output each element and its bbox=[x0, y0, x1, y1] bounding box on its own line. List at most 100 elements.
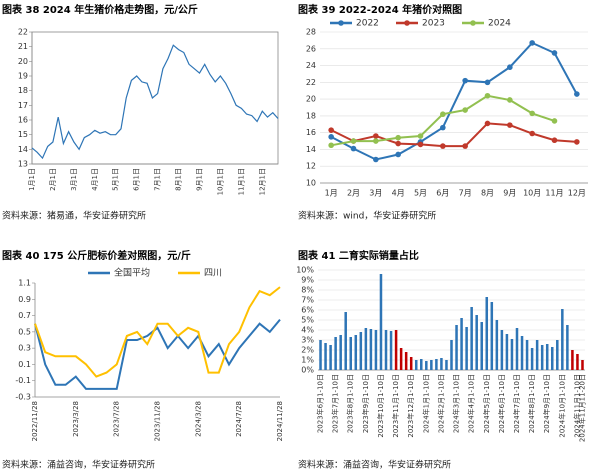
x-tick-label: 10月1日 bbox=[216, 168, 224, 195]
marker bbox=[507, 64, 513, 71]
legend-marker bbox=[338, 20, 344, 26]
x-tick-label: 2024年11月1-10日 bbox=[572, 374, 581, 438]
bar bbox=[556, 340, 559, 370]
y-tick-label: 22 bbox=[18, 28, 28, 37]
bar bbox=[475, 315, 478, 370]
x-tick-label: 11月 bbox=[545, 189, 563, 198]
bar bbox=[535, 340, 539, 370]
marker bbox=[529, 130, 535, 137]
x-tick-label: 3月 bbox=[369, 189, 382, 198]
y-tick-label: 13 bbox=[18, 160, 28, 169]
y-tick-label: 9% bbox=[301, 276, 314, 285]
bar bbox=[470, 307, 473, 370]
y-tick-label: 1% bbox=[301, 356, 314, 365]
legend-label: 2024 bbox=[488, 19, 511, 29]
marker bbox=[373, 133, 379, 139]
x-tick-label: 2023年8月1-10日 bbox=[346, 374, 355, 433]
marker bbox=[484, 92, 491, 99]
bar bbox=[404, 352, 408, 370]
bar bbox=[425, 361, 428, 370]
marker bbox=[551, 137, 558, 144]
x-tick-label: 2024/7/28 bbox=[235, 401, 243, 437]
y-tick-label: 17 bbox=[18, 101, 28, 110]
y-tick-label: 12 bbox=[306, 162, 316, 171]
chart-title: 图表 40 175 公斤肥标价差对照图，元/斤 bbox=[2, 249, 191, 262]
x-tick-label: 2024年5月1-10日 bbox=[482, 374, 491, 433]
x-tick-label: 8月1日 bbox=[175, 168, 183, 191]
bar bbox=[324, 343, 327, 370]
x-tick-label: 2023/7/28 bbox=[113, 401, 121, 437]
bar bbox=[440, 358, 443, 370]
source: 资料来源：猪易通，华安证券研究所 bbox=[2, 210, 146, 222]
bar bbox=[389, 331, 393, 370]
x-tick-label: 8月 bbox=[481, 189, 494, 198]
marker bbox=[328, 127, 334, 133]
bar bbox=[435, 359, 438, 370]
bar bbox=[540, 345, 544, 370]
legend-label: 全国平均 bbox=[114, 267, 150, 279]
y-tick-label: 18 bbox=[306, 111, 316, 120]
bar bbox=[445, 360, 448, 370]
bar bbox=[550, 347, 554, 370]
marker bbox=[395, 140, 401, 147]
x-tick-label: 6月 bbox=[436, 189, 449, 198]
marker bbox=[551, 118, 558, 124]
x-tick-label: 2023年6月1-10日 bbox=[316, 374, 325, 433]
bar bbox=[571, 350, 574, 370]
marker bbox=[574, 139, 580, 145]
marker bbox=[417, 133, 424, 139]
bar bbox=[379, 274, 383, 370]
x-tick-label: 7月 bbox=[459, 189, 472, 198]
legend-label: 2023 bbox=[422, 19, 445, 29]
y-tick-label: 20 bbox=[18, 57, 28, 66]
y-tick-label: 24 bbox=[306, 61, 316, 70]
line bbox=[330, 41, 578, 161]
marker bbox=[462, 143, 468, 149]
y-tick-label: 10% bbox=[296, 266, 314, 275]
x-tick-label: 7月1日 bbox=[154, 168, 162, 191]
frame bbox=[31, 31, 279, 165]
y-tick-label: 19 bbox=[18, 72, 28, 81]
x-tick-label: 2023年12月1-10日 bbox=[406, 374, 415, 438]
marker bbox=[529, 40, 535, 46]
chart-title: 图表 41 二育实际销量占比 bbox=[298, 249, 419, 262]
y-tick-label: 14 bbox=[306, 145, 316, 154]
y-tick-label: 28 bbox=[306, 28, 316, 37]
y-tick-label: 8% bbox=[301, 286, 314, 295]
line bbox=[31, 44, 279, 160]
chart-title: 图表 38 2024 年生猪价格走势图，元/公斤 bbox=[2, 3, 198, 16]
bar bbox=[510, 339, 514, 370]
y-tick-label: 16 bbox=[18, 116, 28, 125]
bar bbox=[394, 330, 398, 370]
bar bbox=[490, 302, 494, 370]
x-tick-label: 4月 bbox=[392, 189, 405, 198]
marker bbox=[373, 138, 379, 144]
source: 资料来源：涌益咨询，华安证券研究所 bbox=[2, 459, 155, 471]
x-tick-label: 2023年11月1-10日 bbox=[391, 374, 400, 438]
marker bbox=[350, 138, 357, 144]
x-tick-label: 11月1日 bbox=[237, 168, 245, 195]
bar bbox=[414, 360, 418, 370]
line bbox=[330, 122, 577, 148]
y-tick-label: 21 bbox=[18, 42, 28, 51]
x-tick-label: 10月 bbox=[523, 189, 541, 198]
x-tick-label: 2024年2月1-10日 bbox=[436, 374, 445, 433]
x-tick-label: 2023年9月1-10日 bbox=[361, 374, 370, 433]
x-tick-label: 2024年11月11-20日 bbox=[577, 374, 586, 442]
x-tick-label: 5月1日 bbox=[112, 168, 120, 191]
y-tick-label: 20 bbox=[306, 95, 316, 104]
x-tick-label: 9月 bbox=[503, 189, 516, 198]
x-tick-label: 2023/3/28 bbox=[72, 401, 80, 437]
bar bbox=[545, 344, 549, 370]
bar bbox=[399, 348, 403, 370]
x-tick-label: 9月1日 bbox=[195, 168, 203, 191]
bar bbox=[500, 330, 504, 370]
bar bbox=[566, 325, 569, 370]
x-tick-label: 2023/11/28 bbox=[154, 401, 162, 441]
legend-label: 2022 bbox=[356, 19, 379, 29]
marker bbox=[440, 143, 446, 149]
y-tick-label: 0.1 bbox=[18, 360, 31, 369]
marker bbox=[507, 97, 513, 103]
marker bbox=[328, 142, 334, 149]
bar bbox=[530, 348, 534, 370]
